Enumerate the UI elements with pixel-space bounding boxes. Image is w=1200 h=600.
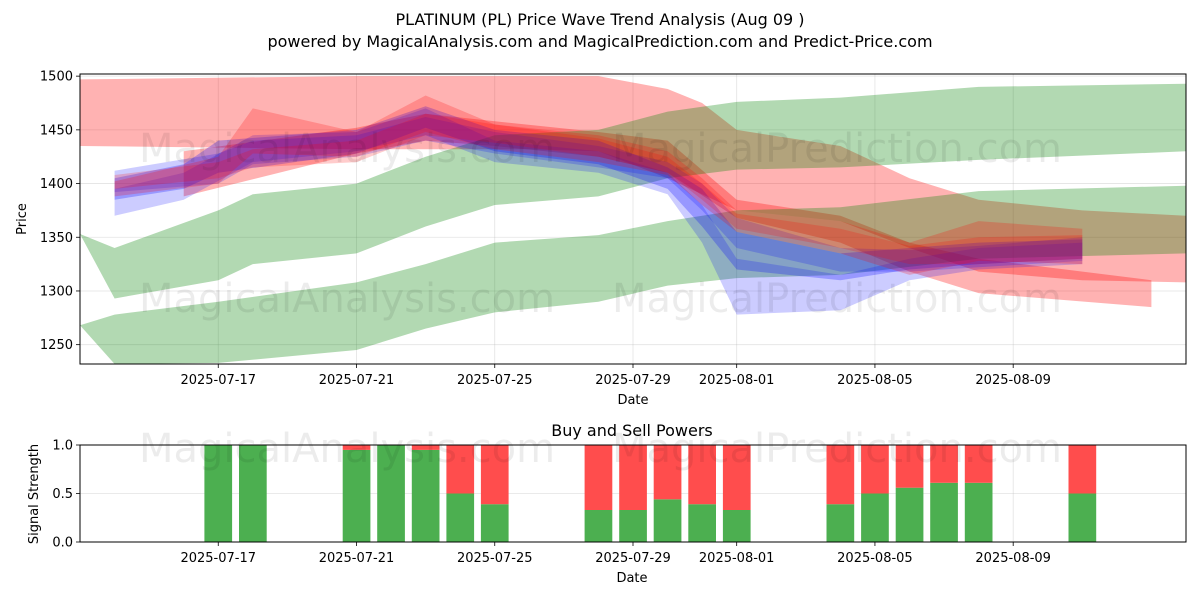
price-plot-area	[80, 74, 1186, 364]
price-band-red	[80, 76, 1186, 283]
price-band-blue	[114, 117, 1083, 272]
price-band-red	[183, 113, 1152, 308]
price-grid	[80, 74, 1186, 364]
sell-power-bar	[584, 445, 613, 510]
price-x-tick-label: 2025-08-05	[837, 373, 913, 388]
buy-power-bar	[930, 482, 958, 542]
signal-chart-title: Buy and Sell Powers	[551, 421, 713, 440]
price-y-tick-label: 1350	[40, 231, 73, 246]
sell-power-bar	[446, 445, 475, 494]
price-y-tick-label: 1250	[40, 338, 73, 353]
signal-x-tick-label: 2025-07-29	[595, 551, 671, 566]
buy-power-bar	[377, 445, 405, 542]
buy-power-bar	[1068, 493, 1097, 542]
buy-power-bar	[480, 504, 509, 542]
sell-power-bar	[619, 445, 647, 510]
buy-power-bar	[342, 449, 371, 542]
price-chart: MagicalAnalysis.com MagicalPrediction.co…	[15, 70, 1187, 408]
sell-power-bar	[688, 445, 716, 505]
sell-power-bar	[411, 445, 440, 450]
price-y-tick-label: 1300	[40, 284, 73, 299]
sell-power-bar	[722, 445, 751, 510]
signal-x-tick-label: 2025-07-21	[319, 551, 395, 566]
signal-x-axis-label: Date	[616, 571, 647, 586]
watermark-top-left: MagicalAnalysis.com	[139, 126, 555, 172]
buy-power-bar	[895, 487, 924, 542]
price-y-axis-label: Price	[15, 203, 30, 235]
signal-bars	[204, 445, 1097, 542]
buy-power-bar	[688, 504, 716, 542]
price-y-tick-label: 1450	[40, 123, 73, 138]
price-x-tick-label: 2025-08-09	[975, 373, 1051, 388]
signal-x-tick-label: 2025-08-09	[975, 551, 1051, 566]
price-band-green	[80, 185, 1186, 364]
price-y-tick-label: 1500	[40, 70, 73, 85]
sell-power-bar	[930, 445, 958, 483]
buy-power-bar	[619, 510, 647, 542]
watermark-top-right: MagicalPrediction.com	[612, 126, 1062, 172]
sell-power-bar	[964, 445, 993, 483]
buy-power-bar	[411, 449, 440, 542]
sell-power-bar	[342, 445, 371, 450]
buy-power-bar	[722, 510, 751, 542]
sell-power-bar	[653, 445, 682, 500]
price-ticks: 2025-07-17 2025-07-21 2025-07-25 2025-07-29…	[40, 70, 1051, 388]
price-band-green	[80, 83, 1186, 299]
sell-power-bar	[1068, 445, 1097, 494]
signal-x-tick-label: 2025-08-05	[837, 551, 913, 566]
price-band-red	[114, 95, 1083, 275]
signal-chart: Buy and Sell Powers MagicalAnalysis.com …	[27, 421, 1187, 586]
signal-y-tick-label: 0.5	[52, 487, 73, 502]
buy-power-bar	[204, 445, 233, 542]
buy-power-bar	[446, 493, 475, 542]
chart-subtitle: powered by MagicalAnalysis.com and Magic…	[267, 32, 932, 51]
buy-power-bar	[964, 482, 993, 542]
watermark-bottom-right: MagicalPrediction.com	[612, 426, 1062, 472]
watermark-mid-left: MagicalAnalysis.com	[139, 276, 555, 322]
price-x-tick-label: 2025-08-01	[699, 373, 775, 388]
price-x-tick-label: 2025-07-21	[319, 373, 395, 388]
price-band-red	[114, 113, 1083, 265]
sell-power-bar	[861, 445, 889, 494]
price-y-tick-label: 1400	[40, 177, 73, 192]
buy-power-bar	[653, 499, 682, 542]
sell-power-bar	[826, 445, 855, 505]
sell-power-bar	[895, 445, 924, 488]
signal-x-tick-label: 2025-08-01	[699, 551, 775, 566]
signal-ticks: 2025-07-17 2025-07-21 2025-07-25 2025-07-29…	[52, 439, 1051, 567]
signal-y-tick-label: 0.0	[52, 536, 73, 551]
signal-x-tick-label: 2025-07-25	[457, 551, 533, 566]
buy-power-bar	[239, 445, 267, 542]
signal-y-tick-label: 1.0	[52, 439, 73, 454]
buy-power-bar	[584, 510, 613, 542]
watermark-bottom-left: MagicalAnalysis.com	[139, 426, 555, 472]
buy-power-bar	[861, 493, 889, 542]
price-bands	[80, 76, 1186, 364]
chart-title: PLATINUM (PL) Price Wave Trend Analysis …	[395, 10, 804, 29]
price-band-blue	[114, 106, 1083, 281]
sell-power-bar	[480, 445, 509, 505]
signal-y-axis-label: Signal Strength	[27, 444, 42, 544]
price-x-tick-label: 2025-07-25	[457, 373, 533, 388]
signal-x-tick-label: 2025-07-17	[180, 551, 256, 566]
price-x-tick-label: 2025-07-29	[595, 373, 671, 388]
buy-power-bar	[826, 504, 855, 542]
watermark-mid-right: MagicalPrediction.com	[612, 276, 1062, 322]
price-x-tick-label: 2025-07-17	[180, 373, 256, 388]
price-x-axis-label: Date	[617, 393, 648, 408]
